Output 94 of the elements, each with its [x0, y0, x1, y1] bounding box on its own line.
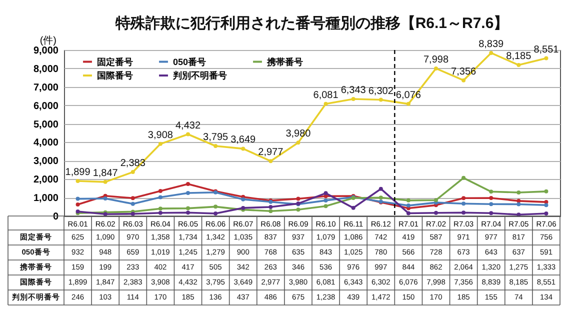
point [158, 195, 162, 200]
point [462, 210, 466, 215]
point [378, 98, 383, 102]
point [76, 202, 80, 206]
y-tick-label: 3,000 [33, 156, 59, 168]
y-tick-label: 6,000 [33, 100, 59, 112]
point [434, 66, 438, 70]
point [186, 210, 190, 215]
point [378, 196, 383, 200]
annotation: 4,432 [175, 120, 201, 132]
point [214, 204, 218, 209]
point [544, 189, 548, 194]
point [103, 180, 108, 184]
point [516, 202, 521, 206]
y-tick-label: 4,000 [33, 138, 59, 149]
point [158, 206, 162, 211]
point [434, 210, 438, 215]
legend-label: 国際番号 [97, 70, 133, 80]
point [214, 211, 218, 216]
point [324, 102, 328, 106]
point [186, 191, 190, 196]
point [351, 97, 356, 102]
annotation: 8,551 [534, 44, 560, 56]
y-tick-label: 0 [52, 212, 59, 222]
point [434, 198, 438, 202]
annotation: 6,081 [313, 90, 339, 101]
point [130, 170, 135, 174]
point [296, 140, 300, 145]
point [516, 63, 521, 68]
y-tick-label: 8,000 [33, 64, 59, 75]
annotation: 3,795 [203, 132, 229, 144]
point [544, 203, 548, 208]
point [516, 190, 521, 194]
point [324, 198, 328, 202]
point [130, 202, 135, 206]
annotation: 6,302 [368, 86, 394, 97]
point [406, 211, 410, 216]
point [103, 196, 108, 201]
point [544, 212, 548, 216]
legend-label: 携帯番号 [266, 56, 303, 67]
point [462, 202, 466, 206]
point [324, 191, 328, 196]
point [489, 211, 494, 216]
point [516, 198, 521, 203]
point [158, 188, 162, 193]
annotation: 7,998 [423, 54, 449, 66]
y-tick-label: 9,000 [33, 46, 59, 56]
y-axis-title: (件) [40, 36, 56, 46]
point [544, 56, 548, 60]
point [406, 198, 410, 202]
annotation: 1,847 [92, 168, 118, 179]
point [462, 176, 466, 180]
point [76, 178, 80, 183]
point [489, 50, 494, 55]
legend-label: 固定番号 [97, 56, 133, 67]
point [241, 197, 246, 202]
point [241, 146, 246, 151]
point [268, 205, 273, 210]
point [378, 186, 383, 191]
point [214, 144, 218, 148]
annotation: 6,343 [340, 85, 366, 96]
point [158, 142, 162, 146]
point [296, 196, 300, 201]
point [130, 196, 135, 200]
legend-label: 判別不明番号 [172, 70, 227, 80]
point [462, 78, 466, 82]
point [268, 159, 273, 164]
annotation: 3,649 [230, 134, 256, 146]
point [296, 208, 300, 212]
y-tick-label: 5,000 [33, 119, 59, 130]
annotation: 8,185 [506, 51, 532, 62]
point [462, 196, 466, 200]
point [158, 210, 162, 215]
point [489, 202, 494, 206]
annotation: 1,899 [65, 166, 91, 178]
annotation: 3,908 [148, 130, 174, 141]
chart-title: 特殊詐欺に犯行利用された番号種別の推移【R6.1～R7.6】 [114, 15, 509, 32]
y-tick-label: 7,000 [33, 82, 59, 94]
annotation: 8,839 [478, 38, 504, 50]
point [186, 132, 190, 136]
legend-label: 050番号 [173, 56, 206, 67]
point [406, 102, 410, 106]
y-tick-label: 2,000 [33, 174, 59, 186]
point [406, 204, 410, 208]
point [489, 196, 494, 200]
point [351, 206, 356, 210]
y-tick-label: 1,000 [33, 193, 59, 204]
point [76, 196, 80, 201]
point [324, 204, 328, 208]
point [186, 206, 190, 210]
annotation: 2,977 [258, 147, 284, 158]
point [186, 182, 190, 186]
point [268, 209, 273, 214]
point [489, 190, 494, 194]
